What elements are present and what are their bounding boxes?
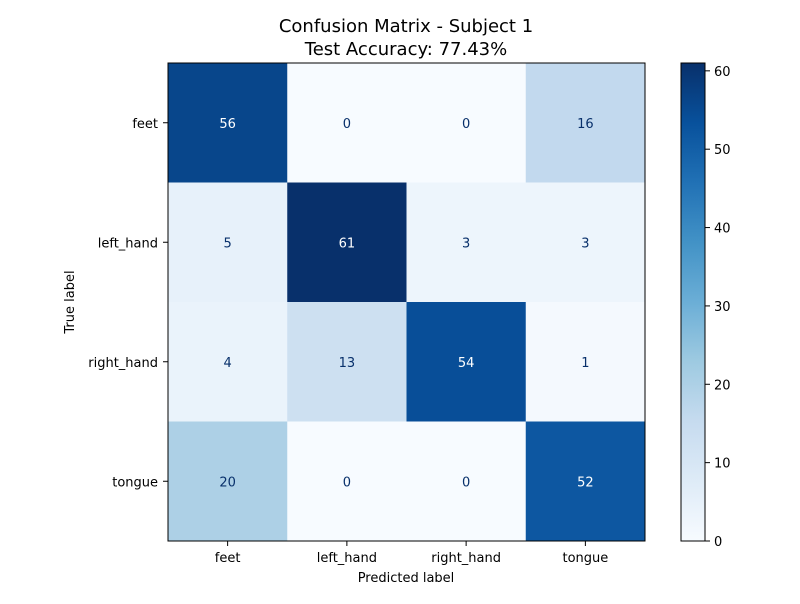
y-tick-label: left_hand — [98, 236, 158, 251]
cell-value-label: 1 — [581, 356, 589, 371]
heatmap-cell — [168, 421, 288, 542]
heatmap-cell — [525, 182, 646, 303]
heatmap-cell-labels: 56 0 0 16 5 61 3 3 4 13 54 1 20 0 0 52 — [219, 117, 593, 491]
heatmap-cell — [525, 63, 646, 183]
colorbar-tick-label: 50 — [714, 143, 731, 158]
chart-title: Confusion Matrix - Subject 1 — [279, 16, 533, 37]
y-axis-label: True label — [63, 270, 78, 334]
colorbar-tick-label: 10 — [714, 457, 731, 472]
y-tick-label: right_hand — [88, 356, 158, 371]
cell-value-label: 54 — [458, 356, 475, 371]
cell-value-label: 20 — [219, 475, 236, 490]
heatmap-cell — [406, 182, 527, 303]
cell-value-label: 3 — [462, 236, 470, 251]
plot-frame — [167, 62, 646, 542]
x-tick-label: feet — [215, 551, 241, 566]
heatmap-cell — [525, 421, 646, 542]
cell-value-label: 3 — [581, 236, 589, 251]
cell-value-label: 0 — [343, 475, 351, 490]
colorbar-ticks: 0 10 20 30 40 50 60 — [705, 65, 731, 550]
x-tick-label: right_hand — [431, 551, 501, 566]
chart-subtitle: Test Accuracy: 77.43% — [304, 39, 507, 60]
x-tick-label: tongue — [562, 551, 608, 566]
colorbar-tick-label: 60 — [714, 65, 731, 80]
colorbar — [681, 63, 705, 541]
x-axis-ticks: feet left_hand right_hand tongue — [215, 541, 608, 566]
heatmap-cell — [406, 421, 527, 542]
heatmap-cell — [287, 421, 407, 542]
cell-value-label: 5 — [223, 236, 231, 251]
heatmap-cell — [287, 63, 407, 183]
cell-value-label: 0 — [343, 117, 351, 132]
cell-value-label: 4 — [223, 356, 231, 371]
colorbar-tick-label: 20 — [714, 378, 731, 393]
heatmap-cell — [406, 302, 527, 422]
colorbar-tick-label: 0 — [714, 535, 722, 550]
heatmap-cell — [168, 182, 288, 303]
cell-value-label: 13 — [339, 356, 356, 371]
heatmap-cell — [287, 182, 407, 303]
cell-value-label: 61 — [339, 236, 356, 251]
x-tick-label: left_hand — [317, 551, 377, 566]
cell-value-label: 16 — [577, 117, 594, 132]
heatmap-cell — [168, 63, 288, 183]
heatmap-cell — [406, 63, 527, 183]
cell-value-label: 0 — [462, 117, 470, 132]
colorbar-tick-label: 30 — [714, 300, 731, 315]
cell-value-label: 0 — [462, 475, 470, 490]
heatmap-cell — [168, 302, 288, 422]
cell-value-label: 52 — [577, 475, 594, 490]
cell-value-label: 56 — [219, 117, 236, 132]
colorbar-frame — [680, 62, 706, 542]
y-tick-label: feet — [132, 117, 158, 132]
heatmap-cell — [525, 302, 646, 422]
colorbar-tick-label: 40 — [714, 222, 731, 237]
heatmap-cells — [168, 63, 646, 542]
x-axis-label: Predicted label — [358, 571, 455, 586]
y-tick-label: tongue — [112, 475, 158, 490]
heatmap-cell — [287, 302, 407, 422]
